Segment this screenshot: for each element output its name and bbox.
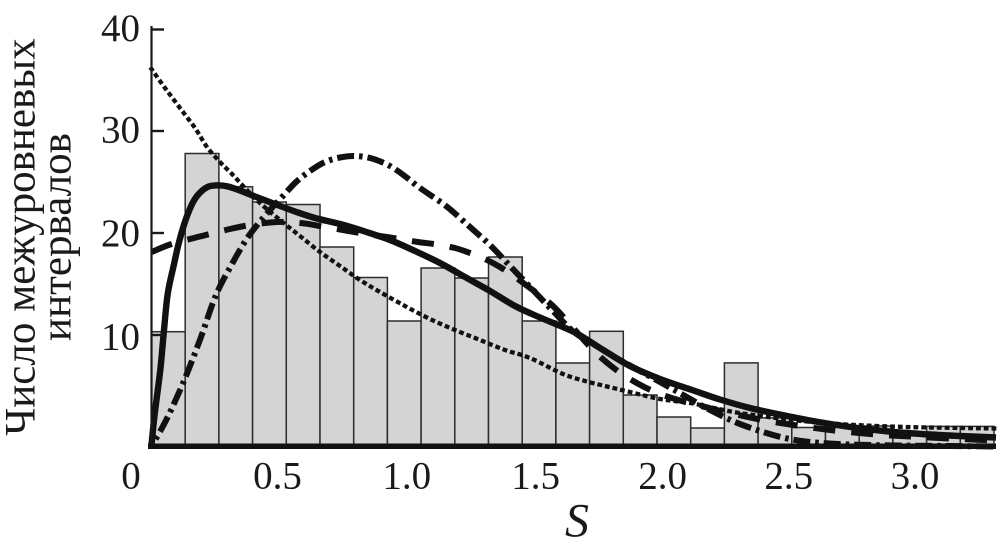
svg-text:S: S bbox=[565, 495, 589, 548]
svg-text:0: 0 bbox=[121, 455, 141, 498]
svg-text:2.0: 2.0 bbox=[638, 455, 687, 498]
svg-text:40: 40 bbox=[101, 7, 140, 50]
svg-text:1.5: 1.5 bbox=[511, 455, 560, 498]
svg-text:Число межуровневых: Число межуровневых bbox=[0, 38, 45, 435]
svg-text:1.0: 1.0 bbox=[382, 455, 431, 498]
svg-text:2.5: 2.5 bbox=[764, 455, 813, 498]
svg-text:0.5: 0.5 bbox=[253, 455, 302, 498]
svg-text:интервалов: интервалов bbox=[34, 133, 81, 341]
svg-text:30: 30 bbox=[101, 109, 140, 152]
svg-text:20: 20 bbox=[101, 212, 140, 255]
svg-text:10: 10 bbox=[101, 316, 140, 359]
svg-text:3.0: 3.0 bbox=[891, 455, 940, 498]
